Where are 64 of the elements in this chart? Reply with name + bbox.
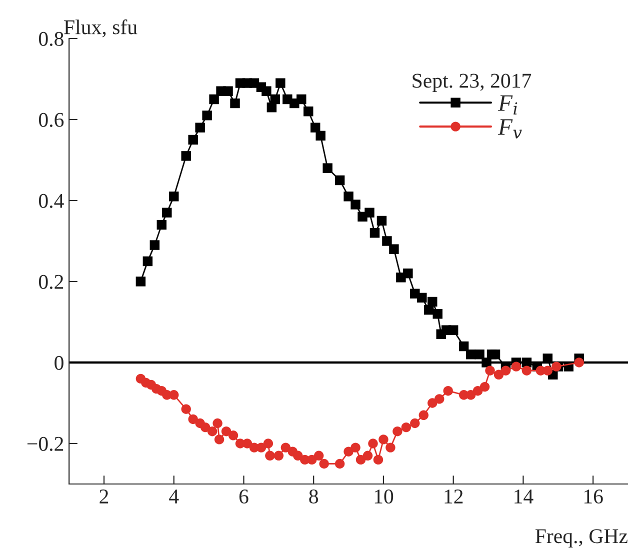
point bbox=[434, 394, 444, 404]
point bbox=[265, 450, 275, 461]
point bbox=[214, 434, 224, 444]
x-tick-label: 4 bbox=[169, 490, 179, 504]
point bbox=[522, 366, 532, 376]
point bbox=[334, 458, 345, 469]
point bbox=[466, 390, 476, 400]
x-tick-label: 12 bbox=[444, 490, 463, 504]
y-tick-label: 0.6 bbox=[38, 112, 64, 128]
point bbox=[542, 366, 553, 376]
point bbox=[280, 442, 291, 452]
legend-label: F$_{i}$ bbox=[498, 95, 518, 114]
point bbox=[307, 454, 317, 465]
y-tick-label: −0.2 bbox=[27, 436, 64, 452]
point bbox=[319, 458, 329, 469]
point bbox=[494, 370, 504, 380]
point bbox=[362, 450, 373, 461]
point bbox=[485, 366, 495, 376]
point bbox=[274, 450, 284, 461]
x-tick-label: 10 bbox=[374, 489, 394, 504]
point bbox=[344, 446, 354, 456]
point bbox=[228, 430, 238, 440]
point bbox=[356, 454, 366, 465]
point bbox=[350, 442, 360, 452]
point bbox=[169, 390, 179, 400]
x-tick-label: 6 bbox=[239, 490, 248, 504]
point bbox=[242, 438, 252, 448]
point bbox=[263, 438, 274, 448]
point bbox=[314, 450, 324, 461]
point bbox=[386, 442, 396, 452]
point bbox=[378, 434, 388, 444]
point bbox=[410, 418, 420, 428]
point bbox=[373, 454, 384, 465]
point bbox=[207, 426, 218, 436]
point bbox=[401, 422, 412, 432]
point bbox=[428, 398, 438, 408]
x-tick-label: 14 bbox=[514, 490, 534, 504]
point bbox=[472, 386, 483, 396]
point bbox=[293, 450, 303, 461]
point bbox=[256, 442, 266, 452]
legend-title: Sept. 23, 2017 bbox=[412, 74, 532, 92]
point bbox=[500, 366, 511, 376]
y-tick-label: 0.2 bbox=[38, 274, 64, 290]
x-tick-label: 16 bbox=[584, 490, 603, 504]
point bbox=[200, 422, 210, 432]
x-tick-label: 8 bbox=[309, 489, 318, 504]
point bbox=[443, 386, 453, 396]
y-axis-title: Flux, sfu bbox=[64, 19, 138, 38]
x-axis-title: Freq., GHz bbox=[535, 529, 628, 548]
point bbox=[392, 426, 402, 436]
point bbox=[181, 404, 191, 414]
point bbox=[418, 410, 429, 420]
point bbox=[511, 362, 522, 372]
point bbox=[212, 418, 222, 428]
point bbox=[188, 414, 198, 424]
point bbox=[221, 426, 232, 436]
y-tick-label: 0 bbox=[54, 356, 64, 370]
legend-label: F$_{v}$ bbox=[498, 119, 522, 138]
x-tick-label: 2 bbox=[100, 490, 108, 504]
point bbox=[480, 382, 490, 392]
point bbox=[368, 438, 378, 448]
point bbox=[574, 358, 584, 368]
y-tick-label: 0.4 bbox=[38, 194, 64, 208]
y-tick-label: 0.8 bbox=[38, 32, 64, 46]
